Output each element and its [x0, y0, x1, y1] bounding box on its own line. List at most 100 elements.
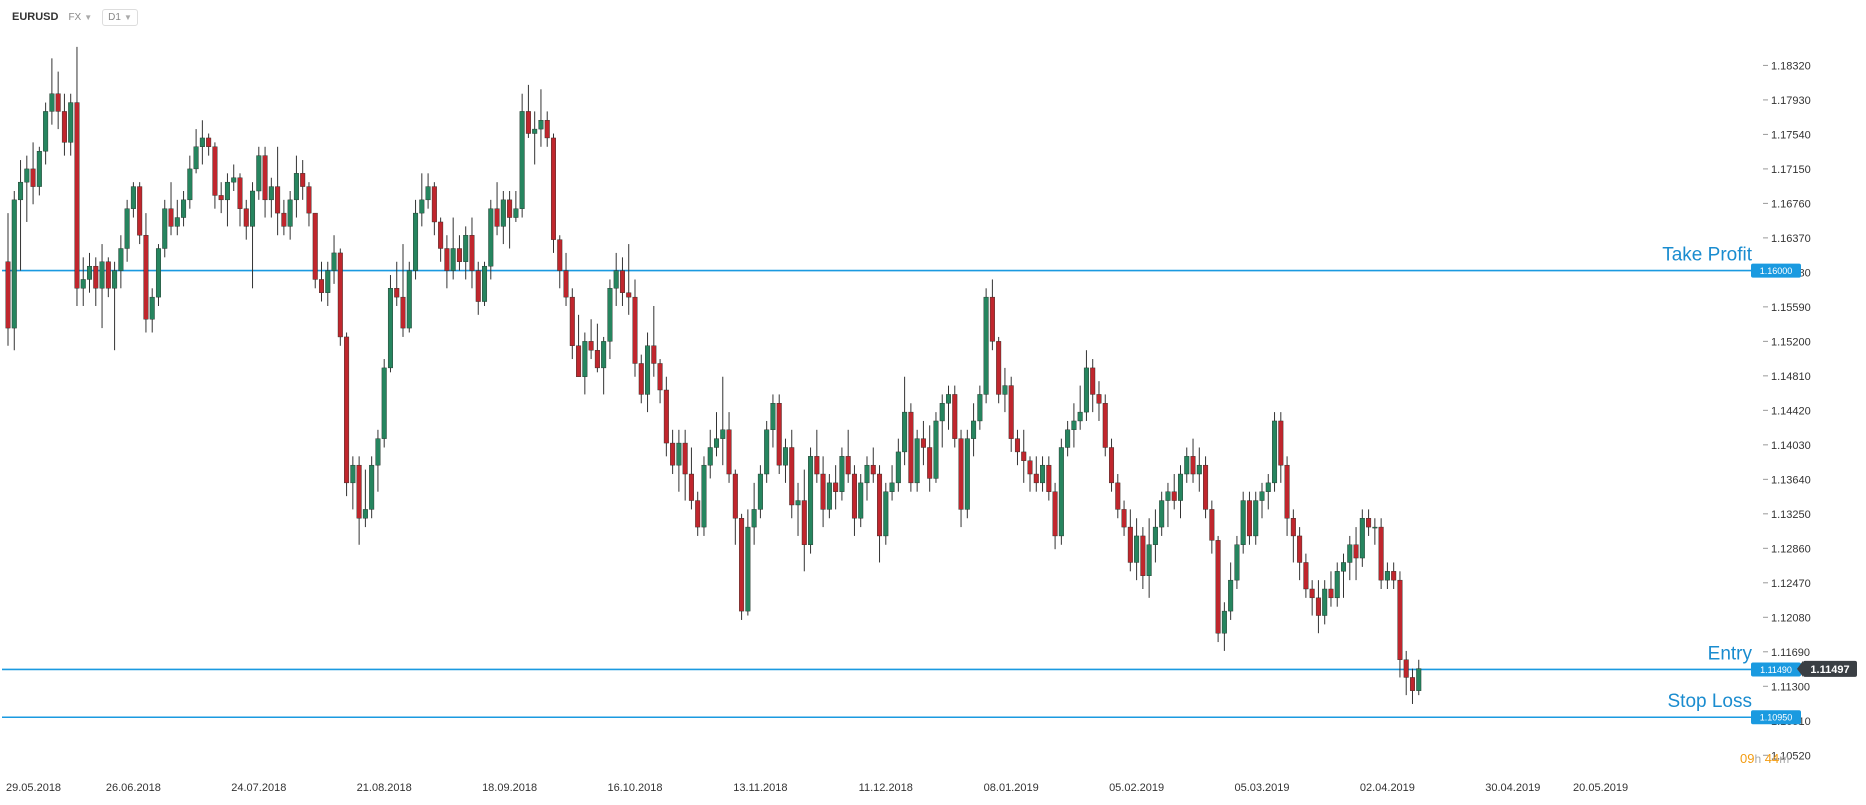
candle-body — [130, 186, 136, 209]
candle-body — [87, 265, 93, 280]
candle-body — [24, 168, 30, 183]
candle-body — [964, 438, 970, 510]
candle-body — [707, 447, 713, 466]
candle-body — [275, 186, 281, 214]
candle-body — [118, 248, 124, 271]
y-tick-label: 1.14030 — [1771, 440, 1811, 452]
countdown-hours-unit: h — [1754, 752, 1762, 766]
candle-body — [375, 438, 381, 466]
y-tick-label: 1.15200 — [1771, 336, 1811, 348]
y-tick-label: 1.13250 — [1771, 509, 1811, 521]
candle-body — [576, 345, 582, 377]
y-tick-label: 1.12080 — [1771, 612, 1811, 624]
candle-body — [877, 473, 883, 537]
candle-body — [1341, 562, 1347, 572]
market-selector[interactable]: FX ▼ — [68, 12, 92, 23]
candle-body — [563, 270, 569, 298]
candle-body — [1165, 491, 1171, 501]
countdown-minutes: 44 — [1764, 751, 1780, 766]
level-title: Stop Loss — [1668, 691, 1753, 712]
candle-body — [544, 120, 550, 139]
candle-body — [1397, 579, 1403, 660]
candle-body — [839, 456, 845, 492]
candle-body — [469, 235, 475, 271]
y-tick-label: 1.12860 — [1771, 543, 1811, 555]
y-tick-label: 1.11300 — [1771, 681, 1810, 693]
countdown-hours: 09 — [1740, 751, 1755, 766]
x-tick-label: 30.04.2019 — [1485, 782, 1540, 794]
chart-toolbar: EURUSD FX ▼ D1 ▼ — [0, 0, 138, 34]
candle-body — [1240, 500, 1246, 545]
candle-body — [237, 177, 243, 209]
candle-body — [1359, 518, 1365, 559]
candle-body — [1065, 429, 1071, 448]
candle-body — [826, 482, 832, 510]
y-tick-label: 1.16370 — [1771, 233, 1811, 245]
candle-body — [601, 341, 607, 369]
candle-body — [1184, 456, 1190, 475]
candle-body — [695, 500, 701, 528]
chevron-down-icon: ▼ — [84, 12, 93, 22]
y-tick-label: 1.17150 — [1771, 164, 1811, 176]
candle-body — [293, 173, 299, 201]
candle-body — [1366, 518, 1372, 528]
level-tag — [1751, 662, 1801, 677]
candle-body — [1177, 473, 1183, 501]
candle-body — [607, 288, 613, 342]
candle-body — [325, 270, 331, 293]
candle-body — [507, 199, 513, 218]
candle-body — [344, 336, 350, 484]
x-tick-label: 05.03.2019 — [1234, 782, 1289, 794]
x-tick-label: 05.02.2019 — [1109, 782, 1164, 794]
candle-body — [43, 111, 49, 152]
current-price-value: 1.11497 — [1810, 664, 1849, 676]
candle-body — [93, 265, 99, 289]
candle-body — [851, 473, 857, 519]
candle-body — [519, 111, 525, 209]
candle-body — [456, 248, 462, 262]
candle-body — [845, 456, 851, 475]
candle-body — [870, 464, 876, 475]
candle-body — [143, 235, 149, 320]
candle-body — [1272, 420, 1278, 484]
candle-body — [1328, 588, 1334, 599]
candle-body — [319, 279, 325, 293]
x-tick-label: 18.09.2018 — [482, 782, 537, 794]
candle-body — [1309, 588, 1315, 599]
candle-body — [1033, 473, 1039, 484]
candle-body — [312, 212, 318, 280]
candle-body — [1090, 367, 1096, 395]
candle-body — [908, 411, 914, 484]
candle-body — [626, 292, 632, 298]
candle-body — [1259, 491, 1265, 501]
candle-body — [394, 288, 400, 298]
candle-body — [996, 341, 1002, 395]
candle-body — [1134, 535, 1140, 563]
candle-body — [1014, 438, 1020, 453]
candle-body — [657, 363, 663, 391]
timeframe-selector[interactable]: D1 ▼ — [102, 8, 138, 26]
candle-body — [971, 420, 977, 439]
candle-body — [770, 403, 776, 431]
candle-body — [1221, 610, 1227, 634]
candle-body — [739, 518, 745, 612]
candle-body — [444, 248, 450, 271]
candle-body — [155, 248, 161, 298]
candle-body — [1096, 394, 1102, 404]
candle-countdown: 09h 44m — [1740, 751, 1789, 766]
candle-body — [989, 296, 995, 342]
candles-layer — [5, 46, 1422, 704]
candle-body — [889, 482, 895, 492]
candle-body — [168, 208, 174, 227]
candle-body — [1046, 464, 1052, 492]
x-tick-label: 20.05.2019 — [1573, 782, 1628, 794]
candle-body — [789, 447, 795, 506]
candle-body — [212, 146, 218, 196]
candle-body — [883, 491, 889, 537]
x-axis: 29.05.2018 26.06.2018 24.07.2018 21.08.2018… — [6, 782, 1628, 794]
candle-body — [1102, 403, 1108, 448]
candle-body — [1253, 500, 1259, 537]
candle-body — [287, 199, 293, 227]
candle-body — [720, 429, 726, 439]
